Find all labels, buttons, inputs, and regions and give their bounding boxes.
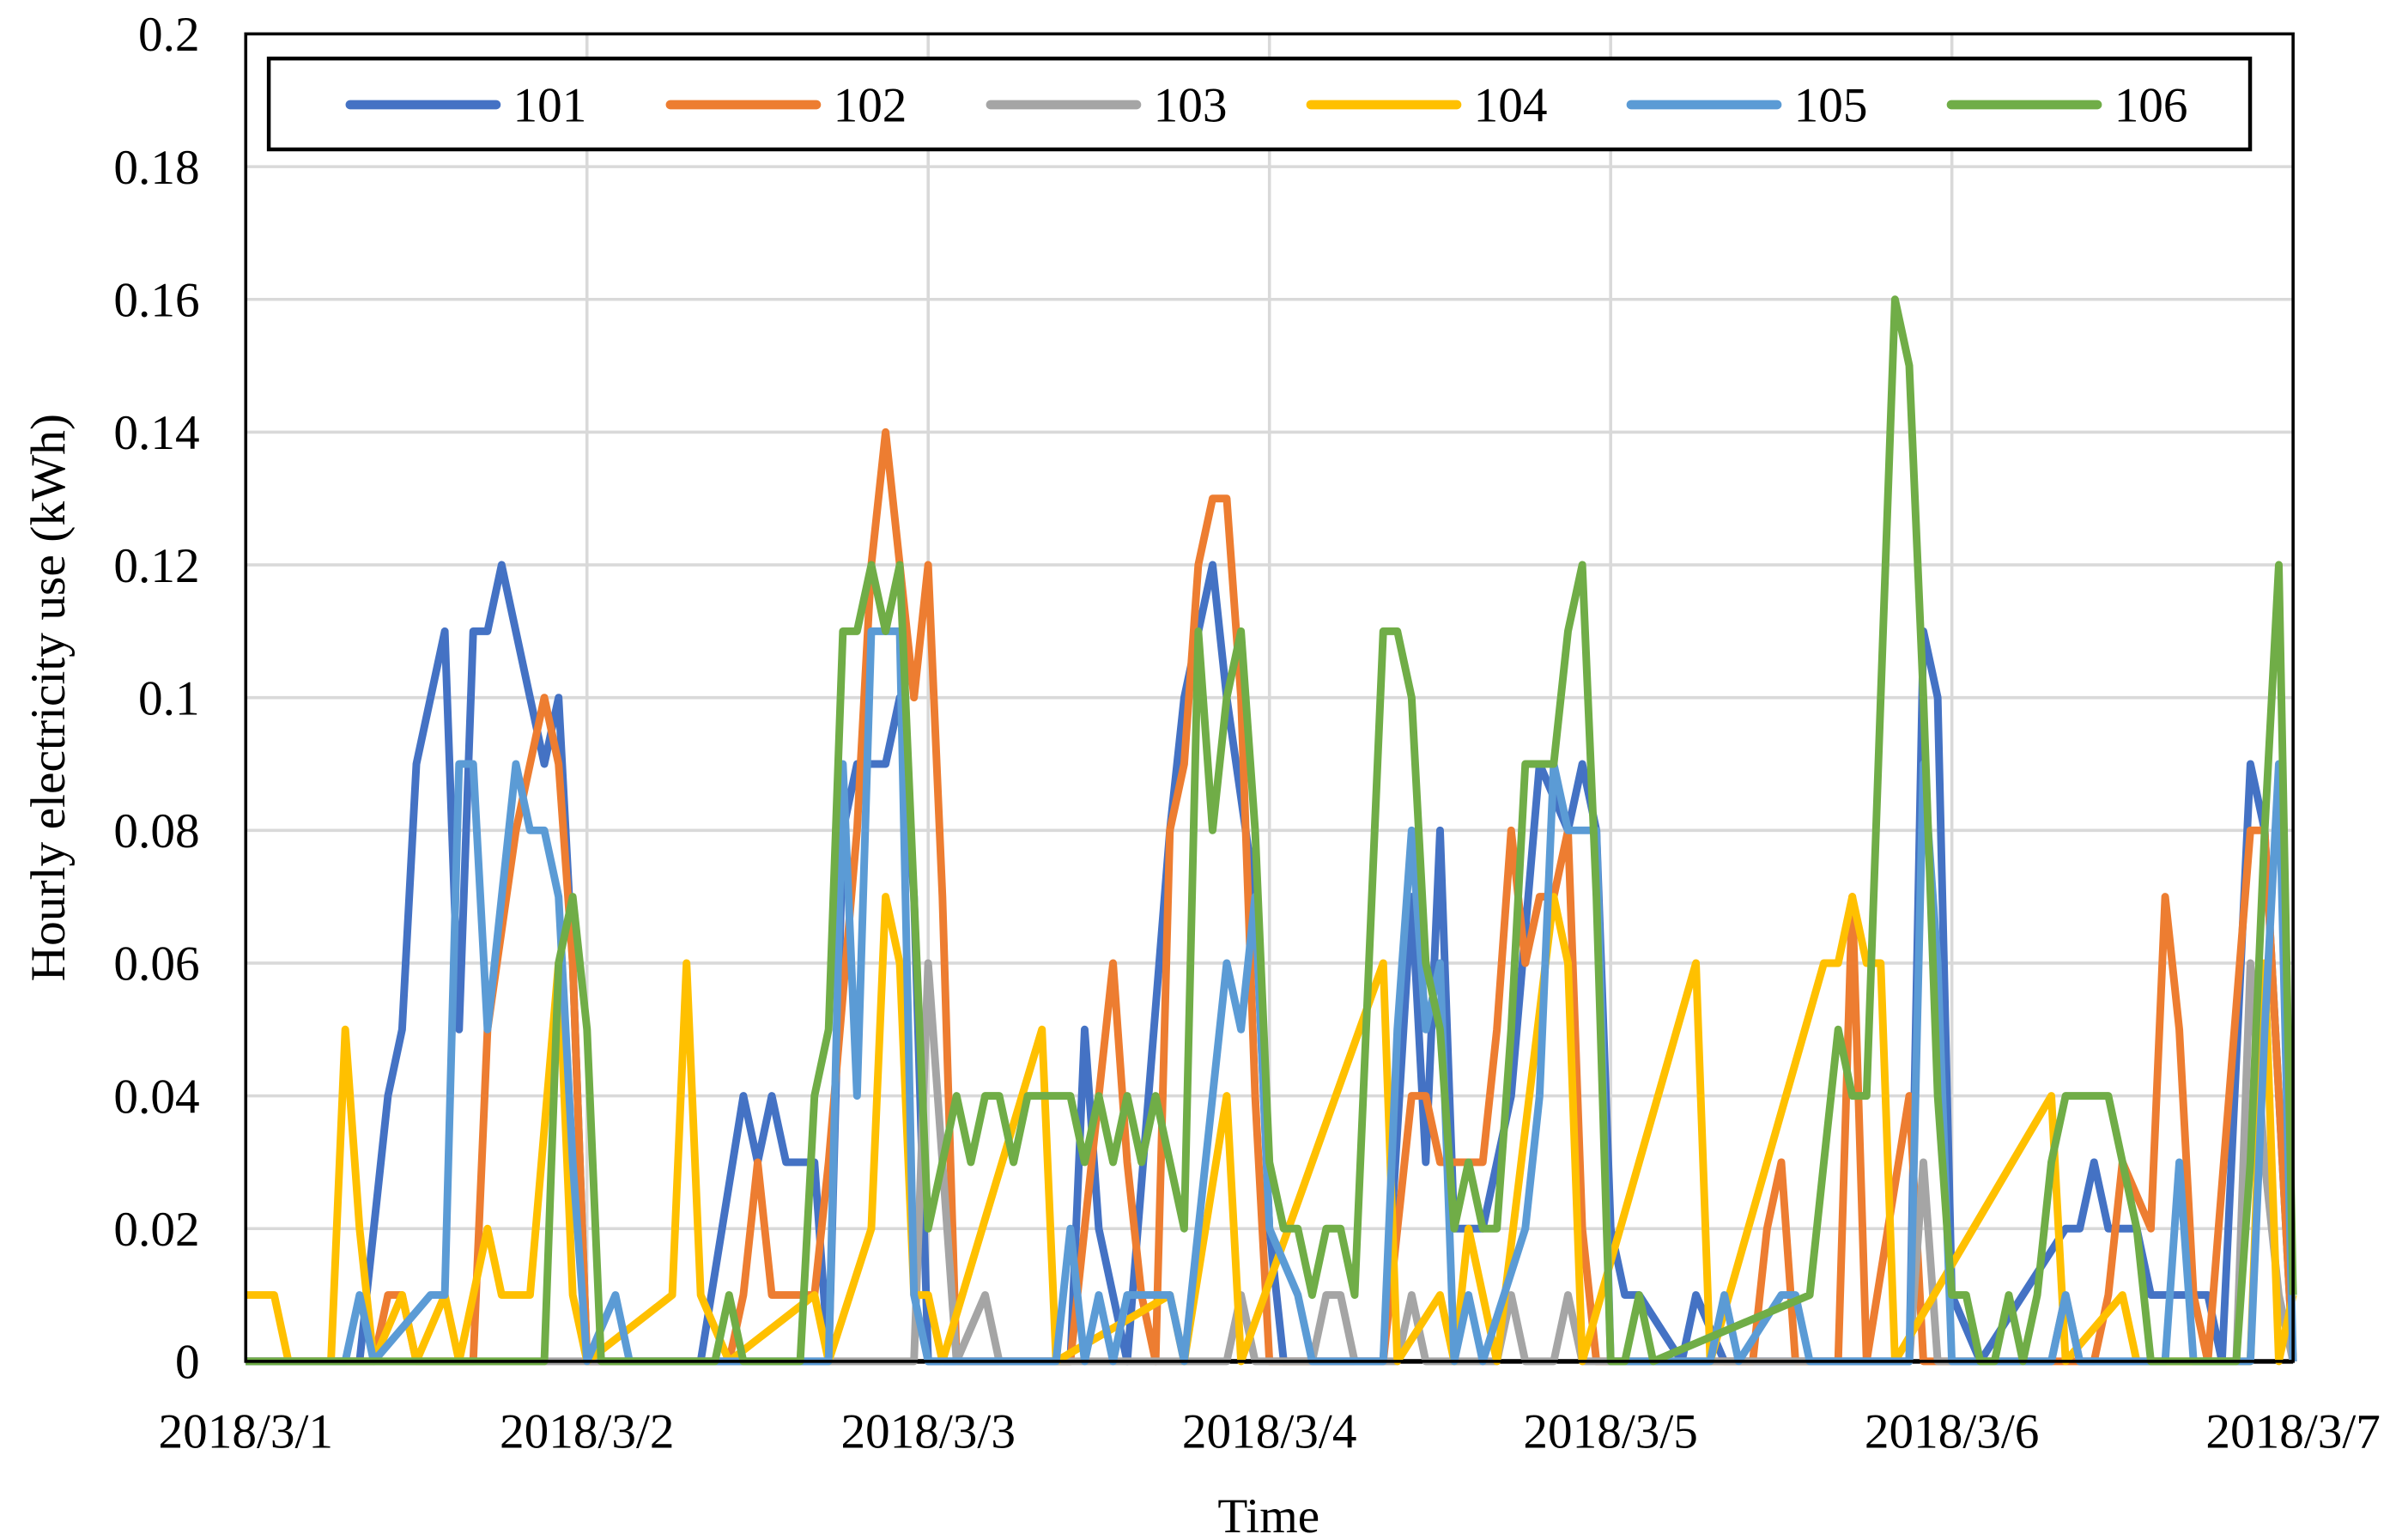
y-tick-label: 0.02 (113, 1203, 199, 1257)
x-tick-label: 2018/3/1 (158, 1404, 333, 1458)
y-tick-label: 0.12 (113, 539, 199, 593)
legend-box (266, 56, 2253, 152)
legend-label-105: 105 (1794, 79, 1868, 133)
y-tick-label: 0.14 (113, 406, 199, 460)
y-tick-label: 0.16 (113, 273, 199, 327)
y-tick-label: 0.1 (138, 671, 200, 725)
legend-label-102: 102 (834, 79, 907, 133)
series-line-106 (246, 295, 2297, 1366)
x-tick-label: 2018/3/3 (840, 1404, 1016, 1458)
y-tick-label: 0.06 (113, 937, 199, 991)
y-tick-label: 0.18 (113, 141, 199, 195)
legend-label-106: 106 (2114, 79, 2188, 133)
y-axis-label: Hourly electricity use (kWh) (21, 414, 76, 981)
y-tick-label: 0.2 (138, 8, 200, 62)
y-tick-label: 0.08 (113, 804, 199, 858)
legend-label-103: 103 (1154, 79, 1228, 133)
x-tick-label: 2018/3/5 (1523, 1404, 1698, 1458)
y-tick-label: 0 (175, 1336, 200, 1390)
y-tick-labels: 0 0.02 0.04 0.06 0.08 0.1 0.12 0.14 0.16 0.18 0.2 (113, 8, 199, 1390)
x-tick-label: 2018/3/2 (500, 1404, 675, 1458)
x-tick-label: 2018/3/7 (2205, 1404, 2381, 1458)
x-tick-label: 2018/3/4 (1182, 1404, 1357, 1458)
plot-frame (244, 32, 2295, 1363)
y-tick-label: 0.04 (113, 1070, 199, 1124)
x-axis-label: Time (1217, 1489, 1319, 1540)
x-tick-label: 2018/3/6 (1865, 1404, 2040, 1458)
x-tick-labels: 2018/3/1 2018/3/2 2018/3/3 2018/3/4 2018/3/5… (158, 1404, 2380, 1458)
legend-label-104: 104 (1474, 79, 1548, 133)
legend-label-101: 101 (513, 79, 587, 133)
legend: 101 102 103 104 105 106 (266, 56, 2253, 152)
